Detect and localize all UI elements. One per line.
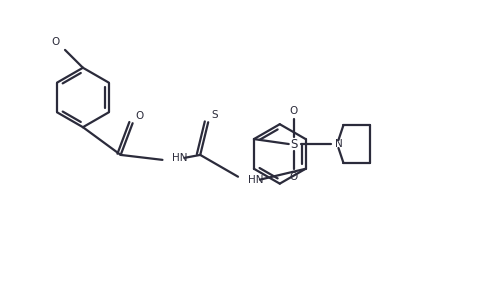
Text: O: O <box>51 37 59 47</box>
Text: O: O <box>135 111 144 121</box>
Text: O: O <box>290 172 298 182</box>
Text: S: S <box>212 110 218 120</box>
Text: HN: HN <box>173 153 188 163</box>
Text: S: S <box>290 138 297 150</box>
Text: HN: HN <box>248 175 264 185</box>
Text: O: O <box>290 106 298 116</box>
Text: N: N <box>335 139 343 149</box>
